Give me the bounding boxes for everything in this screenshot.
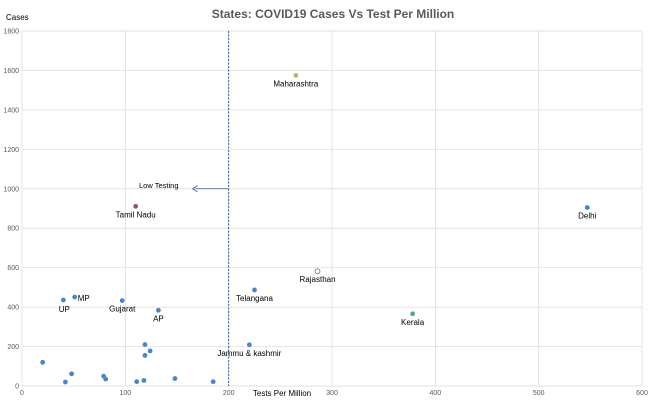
point-tamil-nadu <box>133 203 139 209</box>
y-tick-label: 1600 <box>3 68 19 75</box>
point-up <box>60 297 66 303</box>
x-tick-label: 200 <box>223 390 235 397</box>
point-unlabeled <box>147 348 153 354</box>
point-unlabeled <box>172 376 178 381</box>
x-tick-label: 300 <box>326 390 338 397</box>
point-unlabeled <box>40 359 46 365</box>
x-tick-label: 600 <box>636 390 648 397</box>
point-label-maharashtra: Maharashtra <box>273 79 318 88</box>
y-tick-label: 200 <box>7 344 19 351</box>
point-kerala <box>410 311 415 317</box>
point-unlabeled <box>142 353 148 358</box>
point-label-kerala: Kerala <box>401 318 425 327</box>
point-label-delhi: Delhi <box>578 212 596 221</box>
x-axis-title: Tests Per Million <box>253 389 311 398</box>
point-label-jammu-kashmir: Jammu & kashmir <box>217 349 281 358</box>
point-mp <box>72 294 78 300</box>
x-tick-label: 100 <box>119 390 131 397</box>
point-telangana <box>252 287 257 293</box>
axis-ticks: 0 200 400 600 800 1000 1200 1400 1600 1800 0 100 200… <box>3 29 648 398</box>
y-tick-label: 400 <box>7 305 19 312</box>
point-jammu-kashmir <box>246 342 252 348</box>
x-tick-label: 500 <box>533 390 545 397</box>
y-tick-label: 600 <box>7 265 19 272</box>
point-unlabeled <box>103 376 109 382</box>
point-unlabeled <box>63 379 68 385</box>
point-unlabeled <box>141 378 147 383</box>
y-axis-title: Cases <box>6 13 29 22</box>
y-tick-label: 1400 <box>3 107 19 114</box>
y-tick-label: 1000 <box>3 186 19 193</box>
point-maharashtra <box>293 72 299 78</box>
point-labels: Maharashtra Delhi Tamil Nadu Rajasthan Telan… <box>59 79 597 357</box>
point-unlabeled <box>142 342 148 347</box>
x-tick-label: 400 <box>429 390 441 397</box>
chart-title: States: COVID19 Cases Vs Test Per Millio… <box>212 7 455 21</box>
point-unlabeled <box>69 371 74 377</box>
threshold-annotation: Low Testing <box>139 31 230 386</box>
point-label-rajasthan: Rajasthan <box>300 275 336 284</box>
y-tick-label: 800 <box>7 226 19 233</box>
data-points <box>40 72 590 385</box>
point-label-tamil-nadu: Tamil Nadu <box>116 210 156 219</box>
y-tick-label: 0 <box>15 384 19 391</box>
point-label-gujarat: Gujarat <box>109 305 136 314</box>
point-label-telangana: Telangana <box>236 294 273 303</box>
y-tick-label: 1200 <box>3 147 19 154</box>
arrow-head <box>192 185 198 193</box>
point-ap <box>156 307 161 313</box>
point-unlabeled <box>210 379 216 385</box>
point-label-ap: AP <box>153 314 164 323</box>
y-tick-label: 1800 <box>3 29 19 36</box>
point-label-mp: MP <box>78 294 90 303</box>
point-unlabeled <box>134 379 140 385</box>
point-gujarat <box>119 298 125 304</box>
point-delhi <box>584 205 590 210</box>
low-testing-label: Low Testing <box>139 181 178 190</box>
point-rajasthan <box>314 268 321 275</box>
point-label-up: UP <box>59 305 70 314</box>
x-tick-label: 0 <box>20 390 24 397</box>
